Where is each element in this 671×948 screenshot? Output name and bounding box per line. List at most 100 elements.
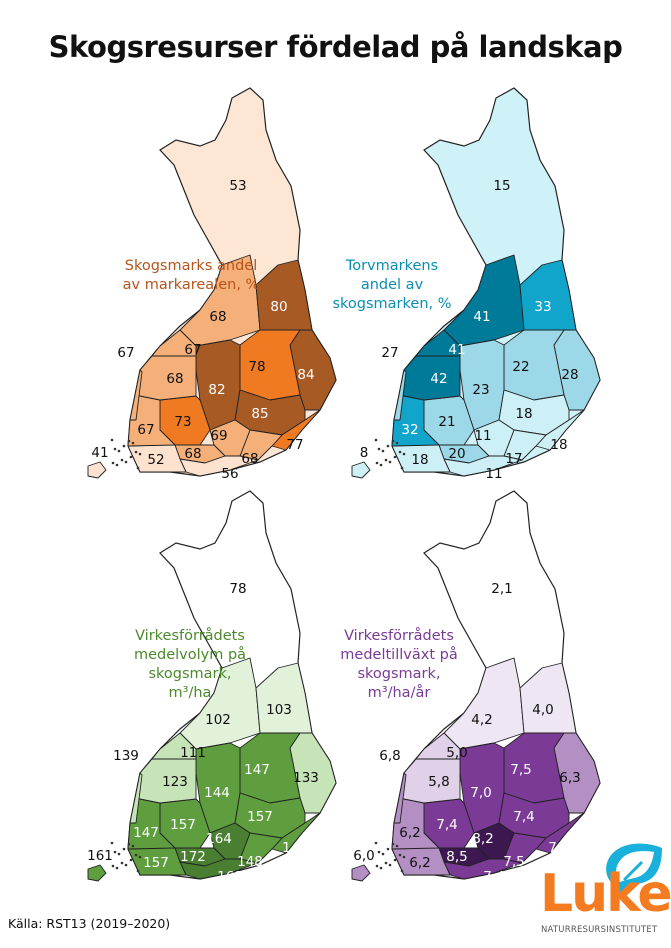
region-nyland xyxy=(443,858,523,880)
region-osterbotten xyxy=(129,772,143,824)
archipelago-island xyxy=(391,439,395,443)
region-value-sodra-osterbotten: 5,8 xyxy=(428,774,449,790)
region-nyland xyxy=(179,858,259,880)
region-value-birkaland: 7,4 xyxy=(436,817,457,833)
region-value-kajanaland: 103 xyxy=(266,702,292,718)
archipelago-island xyxy=(386,444,390,448)
region-value-paijanne-tavastland: 164 xyxy=(206,831,232,847)
luke-logo-subtitle: NATURRESURSINSTITUTET xyxy=(541,925,658,935)
region-value-aland: 161 xyxy=(87,848,113,864)
archipelago-island xyxy=(138,452,142,456)
region-mellersta-osterbotten xyxy=(415,732,461,760)
archipelago-island xyxy=(113,447,117,451)
region-value-nyland: 11 xyxy=(485,466,502,482)
region-value-nyland: 168 xyxy=(217,869,243,885)
region-value-birkaland: 21 xyxy=(438,414,455,430)
region-value-mellersta-osterbotten: 41 xyxy=(448,342,465,358)
region-value-norra-osterbotten: 102 xyxy=(205,712,231,728)
archipelago-island xyxy=(115,866,119,870)
region-norra-osterbotten xyxy=(179,657,261,750)
archipelago-island xyxy=(111,864,115,868)
archipelago-island xyxy=(374,841,378,845)
archipelago-island xyxy=(129,455,133,459)
archipelago-island xyxy=(386,847,390,851)
region-value-satakunta: 6,2 xyxy=(399,825,420,841)
region-value-sodra-osterbotten: 68 xyxy=(166,371,183,387)
region-value-lappland: 15 xyxy=(493,178,510,194)
region-mellersta-osterbotten xyxy=(415,329,461,357)
region-aland xyxy=(87,461,107,479)
archipelago-island xyxy=(122,847,126,851)
region-value-aland: 8 xyxy=(360,445,369,461)
archipelago-island xyxy=(384,861,388,865)
archipelago-island xyxy=(400,869,404,873)
region-value-norra-karelen: 28 xyxy=(561,367,578,383)
page-title: Skogsresurser fördelad på landskap xyxy=(48,30,623,64)
archipelago-island xyxy=(398,450,402,454)
archipelago-island xyxy=(384,458,388,462)
archipelago-island xyxy=(136,466,140,470)
region-value-norra-osterbotten: 68 xyxy=(209,309,226,325)
archipelago-island xyxy=(120,458,124,462)
region-value-kymmenedalen: 7,5 xyxy=(503,854,524,870)
archipelago-island xyxy=(138,855,142,859)
archipelago-island xyxy=(391,842,395,846)
region-value-satakunta: 67 xyxy=(137,422,154,438)
region-mellersta-osterbotten xyxy=(151,732,197,760)
region-aland xyxy=(351,461,371,479)
region-value-egentliga-finland: 6,2 xyxy=(409,855,430,871)
region-value-mellersta-finland: 7,0 xyxy=(470,785,491,801)
archipelago-island xyxy=(393,858,397,862)
archipelago-island xyxy=(110,438,114,442)
archipelago-island xyxy=(129,858,133,862)
region-value-aland: 6,0 xyxy=(353,848,374,864)
region-value-norra-osterbotten: 4,2 xyxy=(471,712,492,728)
region-value-birkaland: 73 xyxy=(174,414,191,430)
archipelago-island xyxy=(113,850,117,854)
archipelago-island xyxy=(117,852,121,856)
archipelago-island xyxy=(377,850,381,854)
region-nyland xyxy=(443,455,523,477)
region-value-birkaland: 157 xyxy=(170,817,196,833)
region-osterbotten xyxy=(129,369,143,421)
map-caption-growing-stock: Virkesförrådets medelvolym på skogsmark,… xyxy=(133,628,247,701)
region-value-norra-karelen: 84 xyxy=(297,367,314,383)
region-value-osterbotten: 67 xyxy=(117,345,134,361)
region-aland xyxy=(87,864,107,882)
region-value-lappland: 78 xyxy=(229,581,246,597)
region-value-egentliga-tavastland: 20 xyxy=(448,446,465,462)
region-value-kajanaland: 80 xyxy=(270,299,287,315)
region-value-nyland: 56 xyxy=(221,466,238,482)
region-value-paijanne-tavastland: 8,2 xyxy=(472,831,493,847)
region-osterbotten xyxy=(393,772,407,824)
archipelago-island xyxy=(379,463,383,467)
region-value-norra-karelen: 133 xyxy=(293,770,319,786)
region-value-mellersta-osterbotten: 67 xyxy=(184,342,201,358)
archipelago-island xyxy=(115,463,119,467)
archipelago-island xyxy=(375,864,379,868)
map-caption-increment: Virkesförrådets medeltillväxt på skogsma… xyxy=(340,628,458,701)
region-value-lappland: 53 xyxy=(229,178,246,194)
region-value-sodra-karelen: 147 xyxy=(282,840,308,856)
region-value-norra-karelen: 6,3 xyxy=(559,770,580,786)
region-value-mellersta-finland: 144 xyxy=(204,785,230,801)
region-norra-osterbotten xyxy=(443,254,525,347)
archipelago-island xyxy=(379,866,383,870)
region-value-paijanne-tavastland: 11 xyxy=(474,428,491,444)
source-note: Källa: RST13 (2019–2020) xyxy=(8,916,171,931)
region-value-sodra-osterbotten: 42 xyxy=(430,371,447,387)
region-value-norra-savolax: 147 xyxy=(244,762,270,778)
archipelago-island xyxy=(375,461,379,465)
region-mellersta-osterbotten xyxy=(151,329,197,357)
map-4: 2,1 4,2 4,0 6,3 7,5 7,0 7,4 7,6 7,5 8,2 7,4 8,5 7,4 6… xyxy=(351,490,601,885)
region-value-egentliga-finland: 52 xyxy=(147,452,164,468)
map-3: 78 102 103 133 147 144 157 147 148 164 157 172 168 15… xyxy=(87,490,337,885)
region-nyland xyxy=(179,455,259,477)
region-value-mellersta-osterbotten: 111 xyxy=(180,745,206,761)
region-value-egentliga-tavastland: 8,5 xyxy=(446,849,467,865)
region-value-sodra-karelen: 77 xyxy=(286,437,303,453)
region-value-sodra-savolax: 18 xyxy=(515,406,532,422)
